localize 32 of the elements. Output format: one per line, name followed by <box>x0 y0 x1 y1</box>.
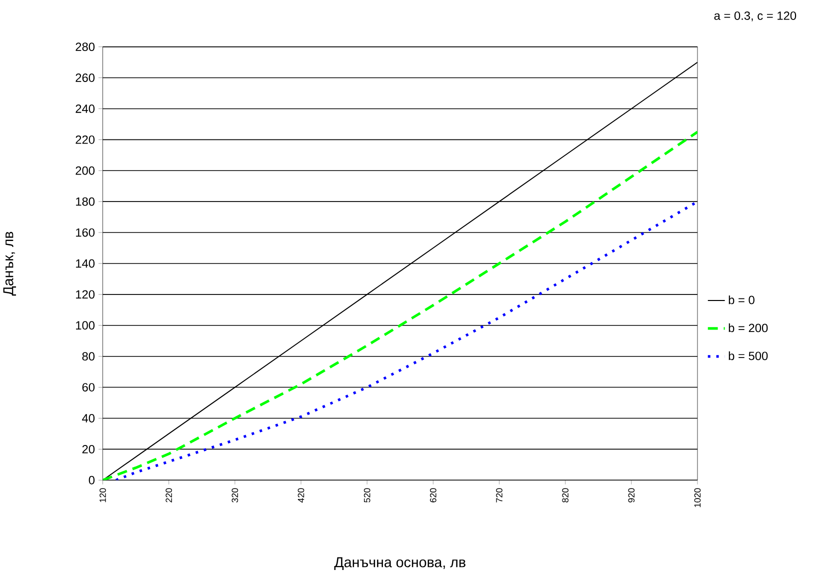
x-tick-label: 820 <box>562 488 568 503</box>
x-tick-label: 620 <box>430 488 436 502</box>
legend-label: b = 200 <box>728 324 768 332</box>
x-tick-label: 320 <box>232 488 238 503</box>
x-tick-label: 120 <box>100 488 106 502</box>
text: a = 0.3, c = 120 <box>714 12 796 22</box>
x-tick-label: 520 <box>364 488 370 503</box>
y-tick-label: 280 <box>76 42 95 52</box>
y-tick-label: 0 <box>88 476 95 484</box>
y-axis-title: Данък, лв <box>3 232 16 296</box>
x-axis-title: Данъчна основа, лв <box>334 557 466 570</box>
x-tick-label: 1020 <box>694 488 701 508</box>
line-series <box>102 130 698 480</box>
x-tick-label: 220 <box>166 488 172 502</box>
x-tick-label: 420 <box>298 488 304 503</box>
y-tick-label: 140 <box>76 259 95 268</box>
y-tick-label: 40 <box>82 414 95 423</box>
y-tick-label: 160 <box>76 228 95 237</box>
y-tick-label: 100 <box>76 321 95 330</box>
y-tick-label: 240 <box>76 104 95 114</box>
x-tick-label: 720 <box>496 488 502 502</box>
x-tick-label: 920 <box>628 488 635 502</box>
legend-label: b = 0 <box>728 296 754 304</box>
y-tick-label: 80 <box>82 352 95 361</box>
y-tick-label: 180 <box>76 197 95 206</box>
y-tick-label: 120 <box>76 290 95 299</box>
y-tick-label: 260 <box>76 74 95 82</box>
y-tick-label: 60 <box>82 383 95 392</box>
legend-label: b = 500 <box>728 352 768 360</box>
y-tick-label: 200 <box>76 166 95 175</box>
y-tick-label: 20 <box>82 445 95 454</box>
y-tick-label: 220 <box>76 136 95 144</box>
